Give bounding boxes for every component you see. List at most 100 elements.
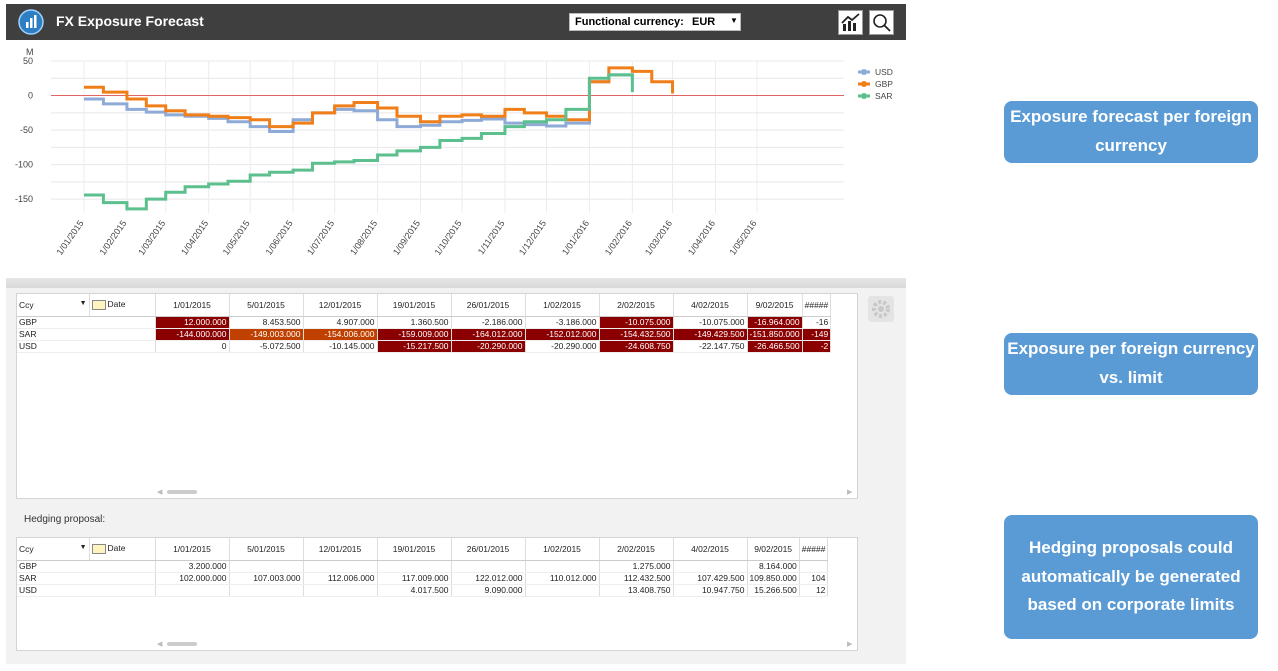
value-cell[interactable]: 1.360.500	[377, 316, 452, 329]
date-column-header-cell[interactable]: 9/02/2015	[747, 294, 803, 317]
value-cell[interactable]: 9.090.000	[451, 584, 526, 597]
date-column-header-cell[interactable]: 1/02/2015	[525, 538, 600, 561]
value-cell[interactable]: -22.147.750	[673, 340, 748, 353]
value-cell[interactable]: -144.000.000	[155, 328, 230, 341]
date-column-header-cell[interactable]: 9/02/2015	[747, 538, 800, 561]
scroll-left-icon[interactable]: ◀	[157, 641, 163, 648]
value-cell[interactable]	[303, 584, 378, 597]
chevron-down-icon[interactable]: ▼	[79, 544, 87, 551]
value-cell[interactable]	[229, 560, 304, 573]
value-cell[interactable]: 8.453.500	[229, 316, 304, 329]
value-cell[interactable]: 12	[799, 584, 829, 597]
value-cell[interactable]	[303, 560, 378, 573]
value-cell[interactable]: -20.290.000	[525, 340, 600, 353]
pivot-icon[interactable]	[91, 300, 106, 311]
scroll-thumb[interactable]	[167, 490, 197, 494]
date-column-header[interactable]: Date	[89, 294, 156, 317]
value-cell[interactable]: -16	[802, 316, 832, 329]
date-column-header-cell[interactable]: 26/01/2015	[451, 538, 526, 561]
settings-button[interactable]	[868, 296, 894, 322]
value-cell[interactable]: 0	[155, 340, 230, 353]
value-cell[interactable]: 104	[799, 572, 829, 585]
value-cell[interactable]: 15.266.500	[747, 584, 800, 597]
value-cell[interactable]	[525, 560, 600, 573]
value-cell[interactable]	[525, 584, 600, 597]
value-cell[interactable]: -149.003.000	[229, 328, 304, 341]
ccy-column-header[interactable]: Ccy ▼	[17, 294, 90, 317]
value-cell[interactable]: -10.075.000	[599, 316, 674, 329]
value-cell[interactable]	[451, 560, 526, 573]
value-cell[interactable]: -149.429.500	[673, 328, 748, 341]
value-cell[interactable]: -20.290.000	[451, 340, 526, 353]
value-cell[interactable]: 3.200.000	[155, 560, 230, 573]
date-column-header-cell[interactable]: 12/01/2015	[303, 294, 378, 317]
value-cell[interactable]: 12.000.000	[155, 316, 230, 329]
pivot-icon[interactable]	[91, 544, 106, 555]
value-cell[interactable]: -151.850.000	[747, 328, 803, 341]
value-cell[interactable]: -3.186.000	[525, 316, 600, 329]
functional-currency-select[interactable]: Functional currency: EUR ▼	[569, 13, 741, 31]
date-column-header-cell[interactable]: 4/02/2015	[673, 294, 748, 317]
value-cell[interactable]: -10.075.000	[673, 316, 748, 329]
value-cell[interactable]: 1.275.000	[599, 560, 674, 573]
search-button[interactable]	[869, 10, 894, 35]
hedging-horizontal-scrollbar[interactable]: ◀ ▶	[17, 639, 857, 649]
value-cell[interactable]: 109.850.000	[747, 572, 800, 585]
table-row[interactable]: SAR 102.000.000 107.003.000 112.006.000 117.…	[17, 572, 829, 585]
date-column-header-cell[interactable]: 2/02/2015	[599, 538, 674, 561]
value-cell[interactable]: 4.907.000	[303, 316, 378, 329]
date-column-header-cell[interactable]: 1/01/2015	[155, 538, 230, 561]
value-cell[interactable]: -154.432.500	[599, 328, 674, 341]
date-column-header-cell[interactable]: 2/02/2015	[599, 294, 674, 317]
date-column-header-cell[interactable]: 19/01/2015	[377, 294, 452, 317]
date-column-header-cell[interactable]: 1/01/2015	[155, 294, 230, 317]
value-cell[interactable]: 10.947.750	[673, 584, 748, 597]
date-column-header[interactable]: Date	[89, 538, 156, 561]
value-cell[interactable]: 110.012.000	[525, 572, 600, 585]
value-cell[interactable]: 8.164.000	[747, 560, 800, 573]
value-cell[interactable]: -16.964.000	[747, 316, 803, 329]
value-cell[interactable]: 112.432.500	[599, 572, 674, 585]
value-cell[interactable]	[155, 584, 230, 597]
date-column-header-cell[interactable]: #####	[799, 538, 829, 561]
date-column-header-cell[interactable]: 5/01/2015	[229, 294, 304, 317]
value-cell[interactable]: -159.009.000	[377, 328, 452, 341]
value-cell[interactable]: 122.012.000	[451, 572, 526, 585]
value-cell[interactable]: -2	[802, 340, 832, 353]
table-row[interactable]: GBP 3.200.000 1.275.000 8.164.000	[17, 560, 829, 573]
value-cell[interactable]: -26.466.500	[747, 340, 803, 353]
value-cell[interactable]: -5.072.500	[229, 340, 304, 353]
value-cell[interactable]: -24.608.750	[599, 340, 674, 353]
value-cell[interactable]: -149	[802, 328, 832, 341]
value-cell[interactable]: 102.000.000	[155, 572, 230, 585]
value-cell[interactable]	[377, 560, 452, 573]
value-cell[interactable]: -152.012.000	[525, 328, 600, 341]
table-row[interactable]: USD 4.017.500 9.090.000 13.408.750 10.947.75…	[17, 584, 829, 597]
value-cell[interactable]: -15.217.500	[377, 340, 452, 353]
table-row[interactable]: SAR -144.000.000 -149.003.000 -154.006.000-…	[17, 328, 832, 341]
date-column-header-cell[interactable]: 12/01/2015	[303, 538, 378, 561]
exposure-horizontal-scrollbar[interactable]: ◀ ▶	[17, 487, 857, 497]
date-column-header-cell[interactable]: 19/01/2015	[377, 538, 452, 561]
date-column-header-cell[interactable]: #####	[802, 294, 832, 317]
value-cell[interactable]: -10.145.000	[303, 340, 378, 353]
scroll-left-icon[interactable]: ◀	[157, 489, 163, 496]
value-cell[interactable]: -2.186.000	[451, 316, 526, 329]
date-column-header-cell[interactable]: 5/01/2015	[229, 538, 304, 561]
value-cell[interactable]	[799, 560, 829, 573]
scroll-right-icon[interactable]: ▶	[847, 489, 853, 496]
table-row[interactable]: USD 0 -5.072.500 -10.145.000 -15.217.500 -20.…	[17, 340, 832, 353]
value-cell[interactable]: 112.006.000	[303, 572, 378, 585]
value-cell[interactable]	[229, 584, 304, 597]
value-cell[interactable]	[673, 560, 748, 573]
ccy-column-header[interactable]: Ccy ▼	[17, 538, 90, 561]
date-column-header-cell[interactable]: 1/02/2015	[525, 294, 600, 317]
value-cell[interactable]: 107.429.500	[673, 572, 748, 585]
chart-view-button[interactable]	[838, 10, 863, 35]
chevron-down-icon[interactable]: ▼	[79, 300, 87, 307]
value-cell[interactable]: 107.003.000	[229, 572, 304, 585]
table-row[interactable]: GBP 12.000.000 8.453.500 4.907.000 1.360.500…	[17, 316, 832, 329]
scroll-right-icon[interactable]: ▶	[847, 641, 853, 648]
date-column-header-cell[interactable]: 26/01/2015	[451, 294, 526, 317]
scroll-thumb[interactable]	[167, 642, 197, 646]
